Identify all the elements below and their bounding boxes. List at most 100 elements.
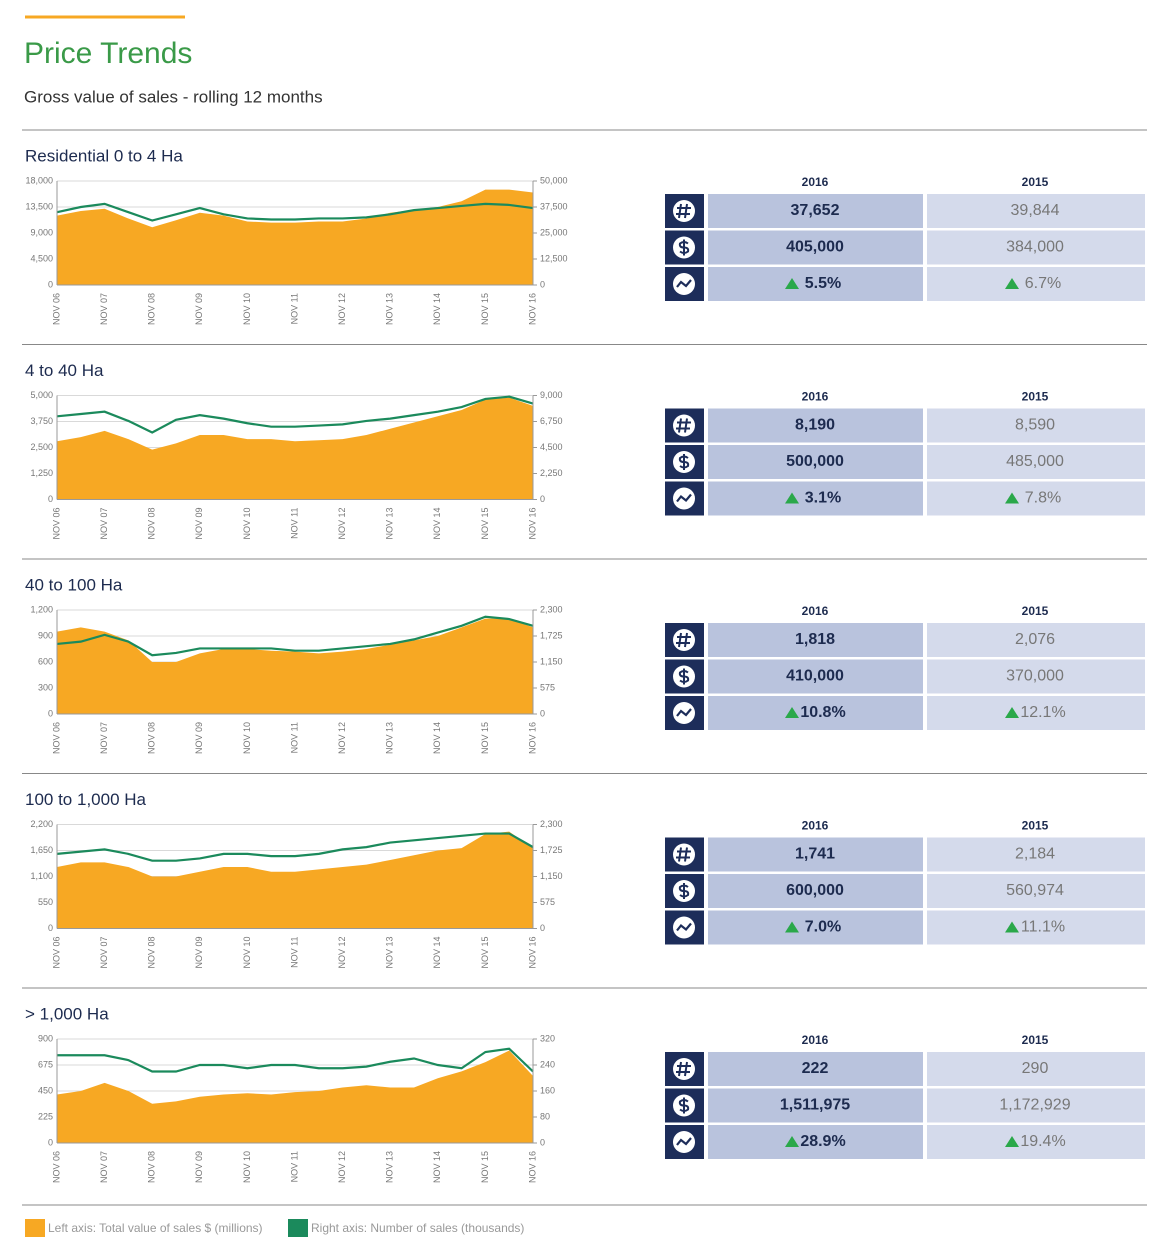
x-tick-label: NOV 15 bbox=[480, 508, 490, 540]
table-cell bbox=[927, 1125, 1145, 1159]
x-tick-label: NOV 06 bbox=[51, 937, 61, 969]
up-triangle bbox=[785, 921, 799, 933]
legend-swatch bbox=[25, 1219, 45, 1237]
table-cell bbox=[927, 623, 1145, 657]
table-cell bbox=[708, 837, 923, 872]
table-value: 1,172,929 bbox=[999, 1097, 1070, 1114]
x-tick-label: NOV 09 bbox=[194, 937, 204, 969]
y-tick-label: 600 bbox=[38, 656, 53, 666]
up-triangle bbox=[785, 1136, 799, 1147]
x-tick-label: NOV 13 bbox=[385, 508, 395, 540]
column-header: 2015 bbox=[1022, 1033, 1049, 1047]
x-tick-label: NOV 07 bbox=[99, 1151, 109, 1183]
x-tick-label: NOV 12 bbox=[337, 293, 347, 325]
y-tick-label: 9,000 bbox=[30, 227, 53, 237]
y2-tick-label: 6,750 bbox=[540, 416, 563, 426]
table-cell bbox=[927, 874, 1145, 908]
y2-tick-label: 80 bbox=[540, 1111, 550, 1121]
page-title: Price Trends bbox=[24, 37, 192, 70]
icon-dollar bbox=[678, 883, 690, 899]
area bbox=[57, 189, 533, 285]
y2-tick-label: 9,000 bbox=[540, 390, 563, 400]
chart-title: > 1,000 Ha bbox=[25, 1004, 109, 1023]
table-value: 410,000 bbox=[786, 668, 844, 685]
table-value: 2,076 bbox=[1015, 631, 1055, 648]
table-cell bbox=[708, 874, 923, 908]
chart-title: 4 to 40 Ha bbox=[25, 361, 104, 380]
table-cell bbox=[927, 837, 1145, 872]
y-tick-label: 1,200 bbox=[30, 604, 53, 614]
line bbox=[57, 1047, 534, 1073]
y-tick-label: 13,500 bbox=[25, 201, 53, 211]
table-value: 8,590 bbox=[1015, 417, 1055, 434]
y-tick-label: 18,000 bbox=[25, 175, 53, 185]
column-header: 2015 bbox=[1022, 604, 1049, 618]
page-subtitle: Gross value of sales - rolling 12 months bbox=[24, 87, 323, 106]
y2-tick-label: 0 bbox=[540, 1137, 545, 1147]
table-cell bbox=[708, 1052, 923, 1086]
y2-tick-label: 25,000 bbox=[540, 227, 568, 237]
x-tick-label: NOV 16 bbox=[527, 1151, 537, 1183]
x-tick-label: NOV 10 bbox=[242, 508, 252, 540]
table-cell bbox=[927, 481, 1145, 516]
icon bbox=[673, 843, 695, 866]
chart-title: 100 to 1,000 Ha bbox=[25, 790, 147, 809]
icon-trend bbox=[676, 1137, 692, 1146]
table-cell bbox=[708, 194, 923, 228]
icon-trend bbox=[676, 493, 692, 503]
table-cell bbox=[708, 623, 923, 657]
icon-hash bbox=[676, 847, 691, 862]
y2-tick-label: 37,500 bbox=[540, 201, 568, 211]
table-cell bbox=[708, 445, 923, 479]
y-tick-label: 300 bbox=[38, 682, 53, 692]
y2-tick-label: 12,500 bbox=[540, 253, 568, 263]
legend-label: Left axis: Total value of sales $ (milli… bbox=[48, 1221, 263, 1235]
icon-hash bbox=[676, 632, 691, 648]
y-tick-label: 2,200 bbox=[30, 819, 53, 829]
y2-tick-label: 0 bbox=[540, 494, 545, 504]
x-tick-label: NOV 07 bbox=[99, 293, 109, 325]
line bbox=[56, 832, 534, 862]
table-value: 485,000 bbox=[1006, 453, 1064, 470]
x-tick-label: NOV 07 bbox=[99, 937, 109, 969]
x-tick-label: NOV 08 bbox=[147, 1151, 157, 1183]
table-cell bbox=[927, 194, 1145, 228]
table-cell bbox=[708, 1125, 923, 1159]
table-value: 7.0% bbox=[805, 919, 841, 936]
x-tick-label: NOV 16 bbox=[527, 722, 537, 754]
x-tick-label: NOV 06 bbox=[51, 508, 61, 540]
x-tick-label: NOV 14 bbox=[432, 722, 442, 754]
table-cell bbox=[708, 1088, 923, 1123]
table-cell bbox=[927, 267, 1145, 301]
x-tick-label: NOV 15 bbox=[480, 293, 490, 325]
y-tick-label: 225 bbox=[38, 1111, 53, 1121]
up-triangle bbox=[785, 492, 799, 504]
icon bbox=[673, 414, 695, 437]
y2-tick-label: 320 bbox=[540, 1033, 555, 1043]
x-tick-label: NOV 08 bbox=[147, 293, 157, 325]
line bbox=[56, 202, 534, 222]
x-tick-label: NOV 09 bbox=[194, 508, 204, 540]
x-tick-label: NOV 11 bbox=[289, 1151, 299, 1182]
column-header: 2016 bbox=[802, 819, 829, 833]
line bbox=[56, 615, 534, 657]
icon-hash bbox=[676, 1061, 691, 1077]
table-value: 500,000 bbox=[786, 453, 844, 470]
column-header: 2015 bbox=[1022, 390, 1049, 404]
y2-tick-label: 0 bbox=[540, 708, 545, 718]
y-tick-label: 2,500 bbox=[30, 442, 53, 452]
y2-tick-label: 575 bbox=[540, 682, 555, 692]
x-tick-label: NOV 10 bbox=[242, 937, 252, 969]
table-cell bbox=[927, 230, 1145, 265]
table-cell bbox=[927, 910, 1145, 945]
column-header: 2016 bbox=[802, 1033, 829, 1047]
column-header: 2015 bbox=[1022, 819, 1049, 833]
table-value: 3.1% bbox=[805, 490, 841, 507]
x-tick-label: NOV 16 bbox=[527, 508, 537, 540]
y-tick-label: 0 bbox=[48, 494, 53, 504]
table-value: 39,844 bbox=[1011, 202, 1060, 219]
y-tick-label: 3,750 bbox=[30, 416, 53, 426]
x-tick-label: NOV 09 bbox=[194, 1151, 204, 1183]
legend-label: Right axis: Number of sales (thousands) bbox=[311, 1221, 524, 1235]
